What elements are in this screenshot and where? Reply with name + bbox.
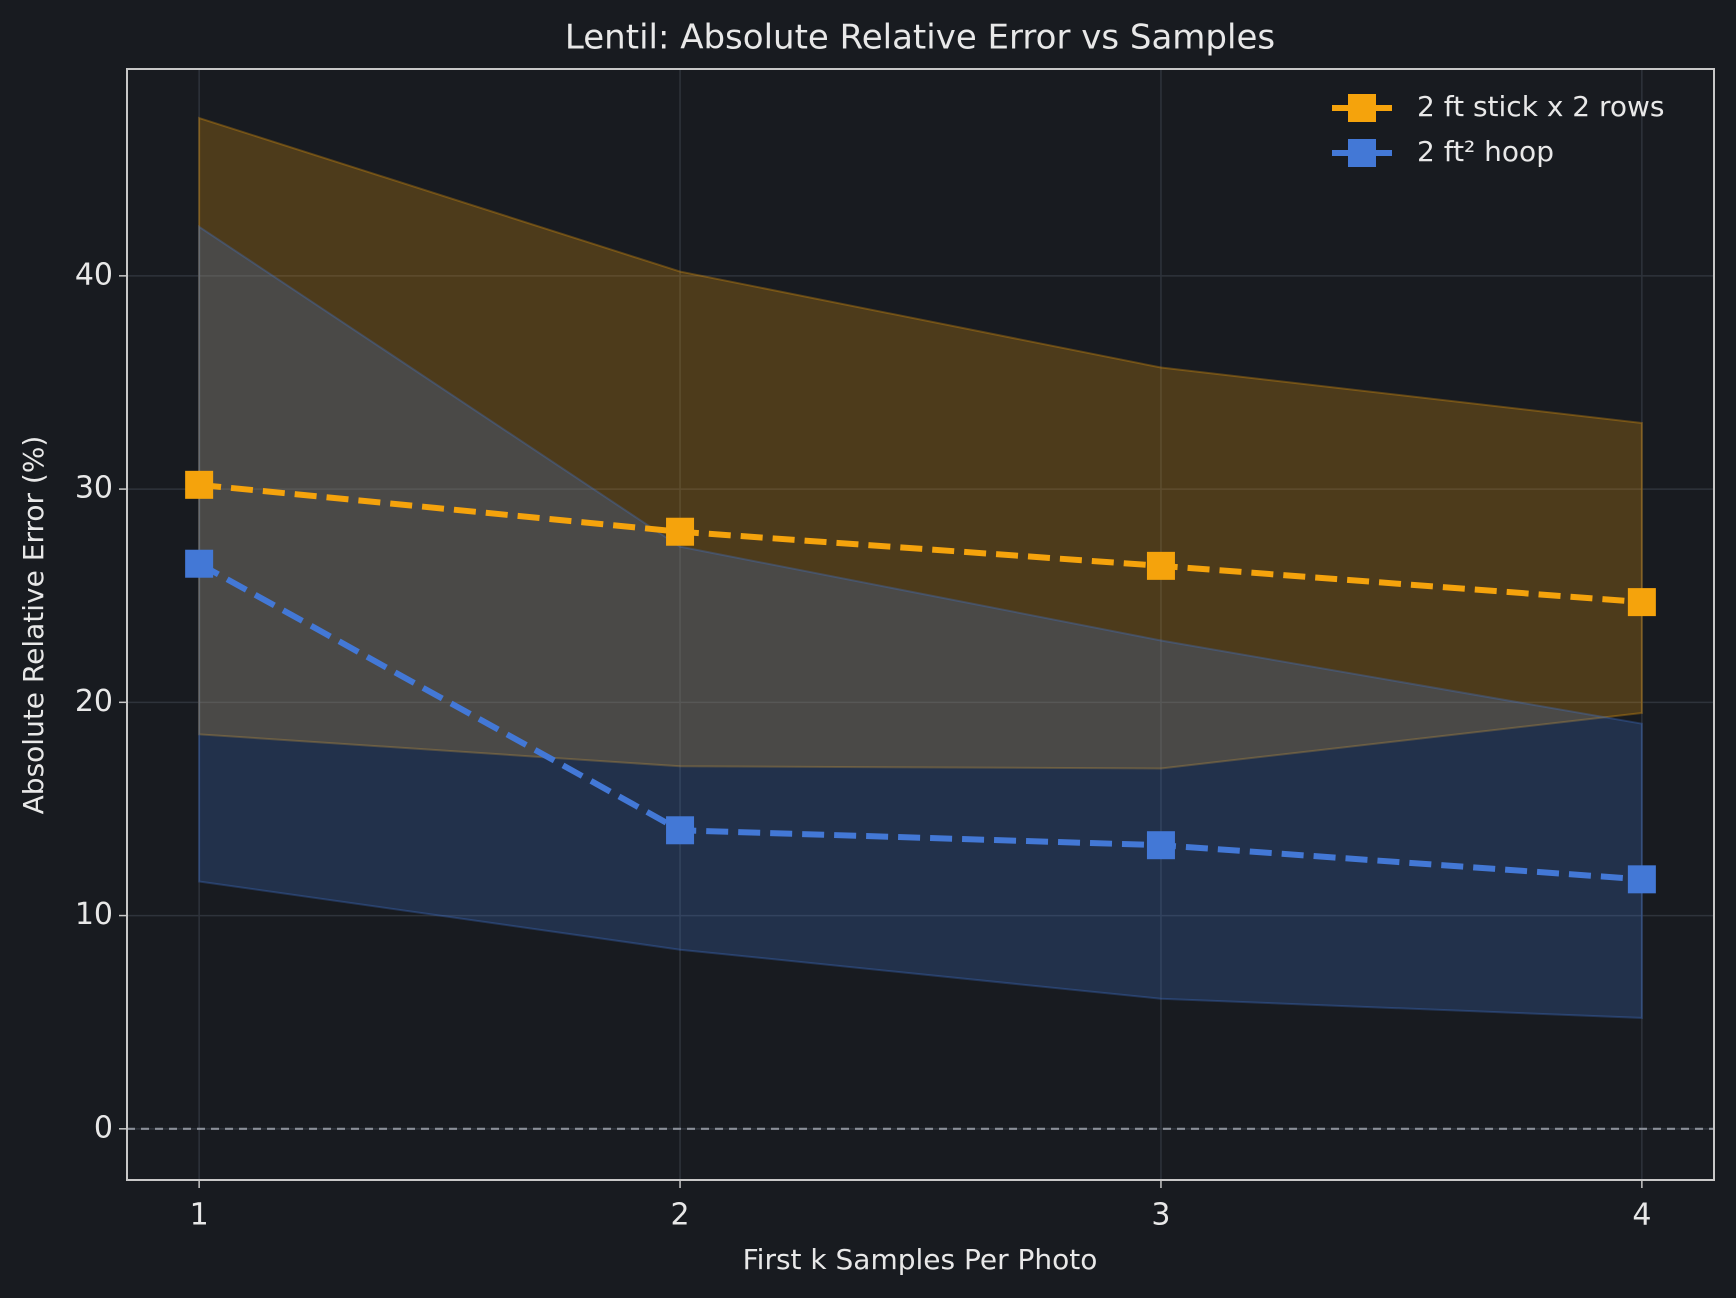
y-tick-label: 20 xyxy=(75,684,113,719)
y-tick-label: 10 xyxy=(75,897,113,932)
x-axis-label: First k Samples Per Photo xyxy=(743,1243,1098,1276)
marker xyxy=(1146,551,1175,580)
y-tick-label: 0 xyxy=(94,1110,113,1145)
x-tick-label: 3 xyxy=(1151,1198,1170,1233)
marker xyxy=(666,517,695,546)
series-line xyxy=(198,481,1643,606)
legend-label: 2 ft stick x 2 rows xyxy=(1417,90,1665,123)
legend-marker xyxy=(1348,139,1376,167)
series-line xyxy=(197,561,1643,883)
legend-marker xyxy=(1348,94,1376,122)
plot-frame xyxy=(126,68,1715,1181)
x-tick-label: 1 xyxy=(190,1198,209,1233)
error-band xyxy=(198,116,1643,770)
chart-title: Lentil: Absolute Relative Error vs Sampl… xyxy=(565,18,1275,58)
marker xyxy=(185,549,214,578)
y-tick-label: 40 xyxy=(75,257,113,292)
error-band xyxy=(198,224,1643,1019)
y-tick-label: 30 xyxy=(75,471,113,506)
y-axis-label: Absolute Relative Error (%) xyxy=(17,436,50,815)
marker xyxy=(666,816,695,845)
x-tick-label: 2 xyxy=(670,1198,689,1233)
marker xyxy=(1627,588,1656,617)
x-tick-label: 4 xyxy=(1632,1198,1651,1233)
marker xyxy=(185,470,214,499)
marker xyxy=(1627,865,1656,894)
legend-label: 2 ft² hoop xyxy=(1417,135,1554,168)
marker xyxy=(1146,831,1175,860)
